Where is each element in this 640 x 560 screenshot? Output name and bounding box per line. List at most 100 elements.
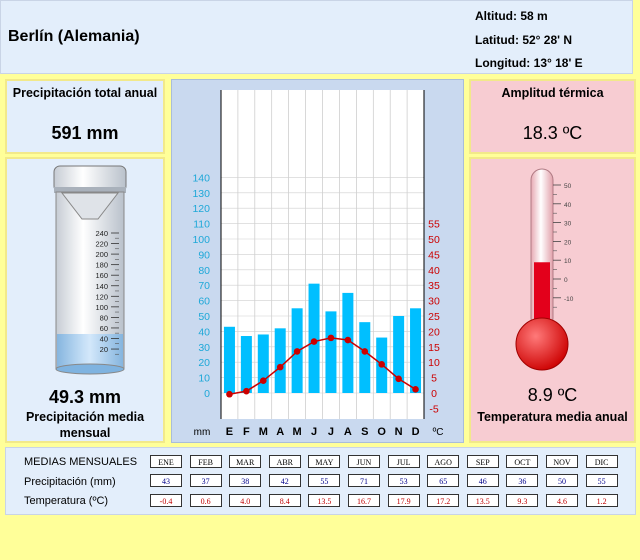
- location-header: Berlín (Alemania) Altitud: 58 m Latitud:…: [0, 0, 633, 74]
- y-right-tick-label: 35: [428, 280, 440, 292]
- precip-total-panel: Precipitación total anual 591 mm: [5, 79, 165, 154]
- x-tick-label: J: [328, 426, 334, 438]
- y-left-tick-label: 20: [198, 357, 210, 369]
- cylinder-tick-label: 240: [95, 229, 108, 238]
- temp-point: [378, 361, 386, 368]
- precip-bar: [257, 334, 269, 393]
- temp-point: [344, 336, 352, 344]
- y-right-tick-label: 55: [428, 219, 440, 231]
- table-precip-cell: 50: [546, 474, 578, 487]
- longitude-text: Longitud: 13° 18' E: [475, 56, 583, 70]
- table-temp-cell: 1.2: [585, 494, 618, 507]
- temp-mean-panel: 50 40 30 20 10 0 -10 8.9 ºC Temperatura media …: [469, 157, 636, 443]
- precip-mean-panel: 240 220 200 180 160 140 120 100 80 60 40 20 49.3 mm…: [5, 157, 165, 443]
- table-precip-cell: 37: [189, 474, 222, 487]
- temp-point: [327, 334, 335, 342]
- y-left-tick-label: 130: [192, 188, 210, 200]
- cylinder-tick-label: 80: [100, 313, 108, 322]
- cylinder-tick-label: 20: [100, 345, 108, 354]
- thermo-tick-label: 0: [564, 277, 568, 284]
- y-right-tick-label: 5: [431, 373, 437, 385]
- cylinder-tick-label: 40: [100, 335, 108, 344]
- thermo-tick-label: 30: [564, 221, 572, 228]
- precip-total-value: 591 mm: [51, 123, 119, 143]
- table-precip-cell: 43: [150, 474, 182, 487]
- y-left-tick-label: 140: [192, 172, 210, 184]
- temp-point: [361, 348, 369, 355]
- y-left-tick-label: 60: [198, 296, 210, 308]
- table-precip-cell: 38: [229, 474, 262, 487]
- y-left-tick-label: 0: [204, 388, 210, 400]
- precip-mean-value: 49.3 mm: [48, 387, 122, 407]
- table-temp-cell: 13.5: [466, 494, 499, 507]
- y-right-tick-label: 25: [428, 311, 440, 323]
- y-right-tick-label: 15: [428, 342, 440, 354]
- amplitude-panel: Amplitud térmica 18.3 ºC: [469, 79, 636, 154]
- x-tick-label: A: [344, 426, 352, 438]
- table-precip-cell: 36: [506, 474, 539, 487]
- city-name: Berlín (Alemania): [8, 28, 140, 45]
- table-month-header: MAY: [308, 455, 341, 468]
- altitude-text: Altitud: 58 m: [475, 9, 548, 23]
- table-temp-label: Temperatura (ºC): [24, 495, 109, 507]
- x-axis-celsius-label: ºC: [433, 427, 444, 438]
- y-right-tick-label: 45: [428, 249, 440, 261]
- precip-bar: [274, 328, 286, 393]
- x-tick-label: S: [361, 426, 368, 438]
- precip-bar: [325, 311, 337, 393]
- cylinder-tick-label: 200: [95, 250, 108, 259]
- x-tick-label: N: [395, 426, 403, 438]
- y-left-tick-label: 100: [192, 234, 210, 246]
- table-precip-cell: 46: [466, 474, 499, 487]
- table-temp-cell: 16.7: [348, 494, 380, 507]
- y-left-tick-label: 30: [198, 342, 210, 354]
- x-tick-label: F: [243, 426, 250, 438]
- table-temp-cell: 0.6: [189, 494, 222, 507]
- temp-point: [412, 386, 419, 393]
- y-left-tick-label: 90: [198, 249, 210, 261]
- temp-mean-value: 8.9 ºC: [527, 385, 578, 405]
- x-tick-label: D: [412, 426, 420, 438]
- table-month-header: FEB: [189, 455, 222, 468]
- y-right-tick-label: 30: [428, 296, 440, 308]
- table-temp-cell: 17.9: [387, 494, 420, 507]
- y-left-tick-label: 110: [193, 219, 210, 231]
- thermometer-icon: 50 40 30 20 10 0 -10: [515, 168, 574, 371]
- y-right-tick-label: 20: [428, 326, 440, 338]
- monthly-table: MEDIAS MENSUALES Precipitación (mm) Temp…: [5, 447, 636, 515]
- table-temp-cell: 17.2: [427, 494, 460, 507]
- precip-bar: [359, 322, 371, 393]
- table-month-header: DIC: [585, 455, 618, 468]
- cylinder-tick-label: 60: [100, 324, 108, 333]
- temp-point: [310, 338, 318, 345]
- climograph-panel: 140 130 120 110 100 90 80 70 60 50 40 30 20 10 0 55 50 4…: [171, 79, 464, 443]
- cylinder-tick-label: 120: [95, 292, 108, 301]
- table-temp-cell: 9.3: [506, 494, 539, 507]
- y-left-tick-label: 50: [198, 311, 210, 323]
- temp-mean-label: Temperatura media anual: [477, 410, 628, 424]
- y-left-tick-label: 80: [198, 265, 210, 277]
- cylinder-tick-label: 100: [95, 303, 108, 312]
- table-month-header: JUL: [387, 455, 420, 468]
- precip-bar: [223, 326, 235, 393]
- table-temp-cell: 13.5: [308, 494, 341, 507]
- table-month-header: ABR: [268, 455, 301, 468]
- table-precip-cell: 65: [427, 474, 460, 487]
- x-tick-label: M: [293, 426, 302, 438]
- y-left-tick-label: 70: [198, 280, 210, 292]
- temp-point: [395, 375, 402, 383]
- precip-mean-label: Precipitación media mensual: [25, 410, 145, 440]
- table-precip-cell: 42: [268, 474, 301, 487]
- thermo-tick-label: 20: [564, 239, 572, 246]
- cylinder-tick-label: 180: [95, 261, 108, 270]
- table-header-label: MEDIAS MENSUALES: [24, 456, 138, 468]
- thermo-tick-label: -10: [564, 296, 574, 303]
- table-temp-cell: -0.4: [150, 494, 182, 507]
- amplitude-label: Amplitud térmica: [501, 86, 604, 100]
- table-precip-cell: 71: [348, 474, 380, 487]
- x-tick-label: E: [226, 426, 233, 438]
- precip-bar: [393, 316, 405, 393]
- thermo-tick-label: 40: [564, 202, 572, 209]
